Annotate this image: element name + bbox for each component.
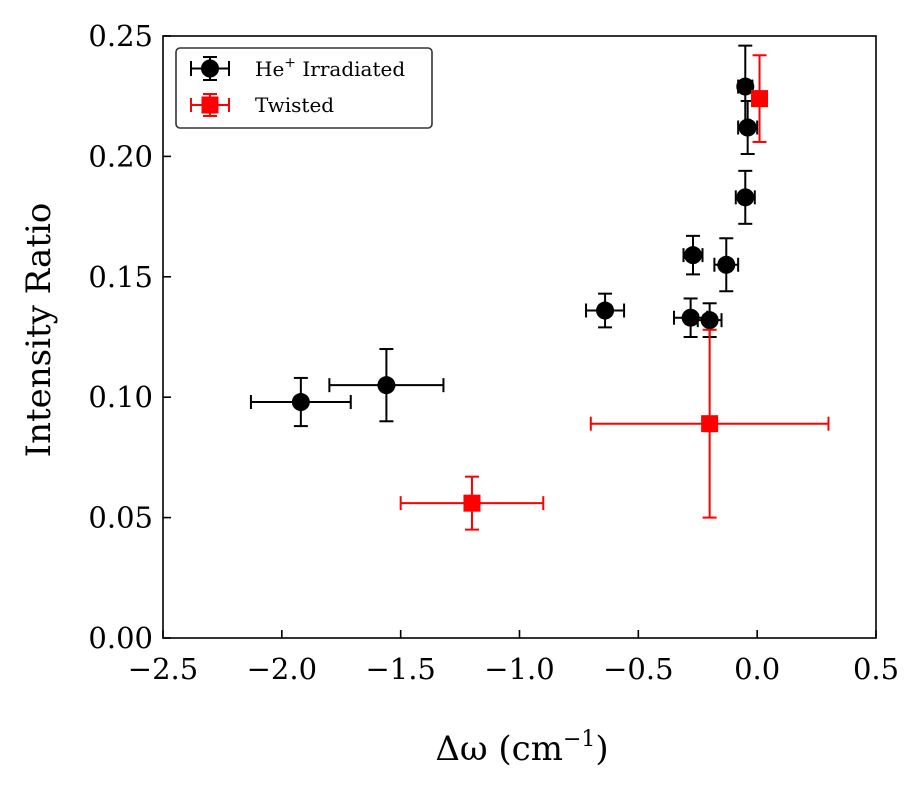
data-point-he-irradiated <box>291 393 310 412</box>
legend-marker-circle <box>201 59 219 78</box>
legend-marker-square <box>201 96 219 114</box>
data-point-he-irradiated <box>736 77 755 96</box>
data-point-he-irradiated <box>736 188 755 207</box>
x-axis-title: Δω (cm−1) <box>435 727 608 769</box>
data-point-he-irradiated <box>596 301 615 320</box>
y-tick-label: 0.25 <box>88 19 153 53</box>
legend-entry-he-irradiated: He+ Irradiated <box>190 55 405 81</box>
y-tick-label: 0.05 <box>88 501 153 535</box>
x-tick-label: −0.5 <box>603 652 673 686</box>
data-point-he-irradiated <box>700 311 719 330</box>
plot-frame <box>162 35 877 639</box>
y-axis-title: Intensity Ratio <box>19 203 59 458</box>
x-tick-label: −2.5 <box>128 652 198 686</box>
data-point-he-irradiated <box>681 308 700 327</box>
x-tick-label: 0.5 <box>853 652 899 686</box>
x-tick-label: −1.0 <box>484 652 554 686</box>
data-point-he-irradiated <box>738 118 757 137</box>
x-tick-label: −2.0 <box>247 652 317 686</box>
x-tick-label: 0.0 <box>734 652 780 686</box>
y-tick-label: 0.20 <box>88 139 153 173</box>
plot-area <box>163 36 876 638</box>
data-point-he-irradiated <box>683 246 702 265</box>
y-tick-label: 0.15 <box>88 260 153 294</box>
data-point-twisted <box>751 90 769 108</box>
legend: He+ Irradiated Twisted <box>175 47 433 129</box>
legend-label-twisted: Twisted <box>255 93 334 117</box>
data-point-he-irradiated <box>377 376 396 395</box>
x-tick-label: −1.5 <box>365 652 435 686</box>
legend-box <box>175 47 433 129</box>
data-point-twisted <box>701 415 719 433</box>
legend-entry-twisted: Twisted <box>190 93 334 117</box>
data-point-twisted <box>463 494 481 512</box>
y-tick-label: 0.00 <box>88 621 153 655</box>
legend-label-he-irradiated: He+ Irradiated <box>255 55 405 81</box>
y-tick-label: 0.10 <box>88 380 153 414</box>
data-point-he-irradiated <box>717 255 736 274</box>
